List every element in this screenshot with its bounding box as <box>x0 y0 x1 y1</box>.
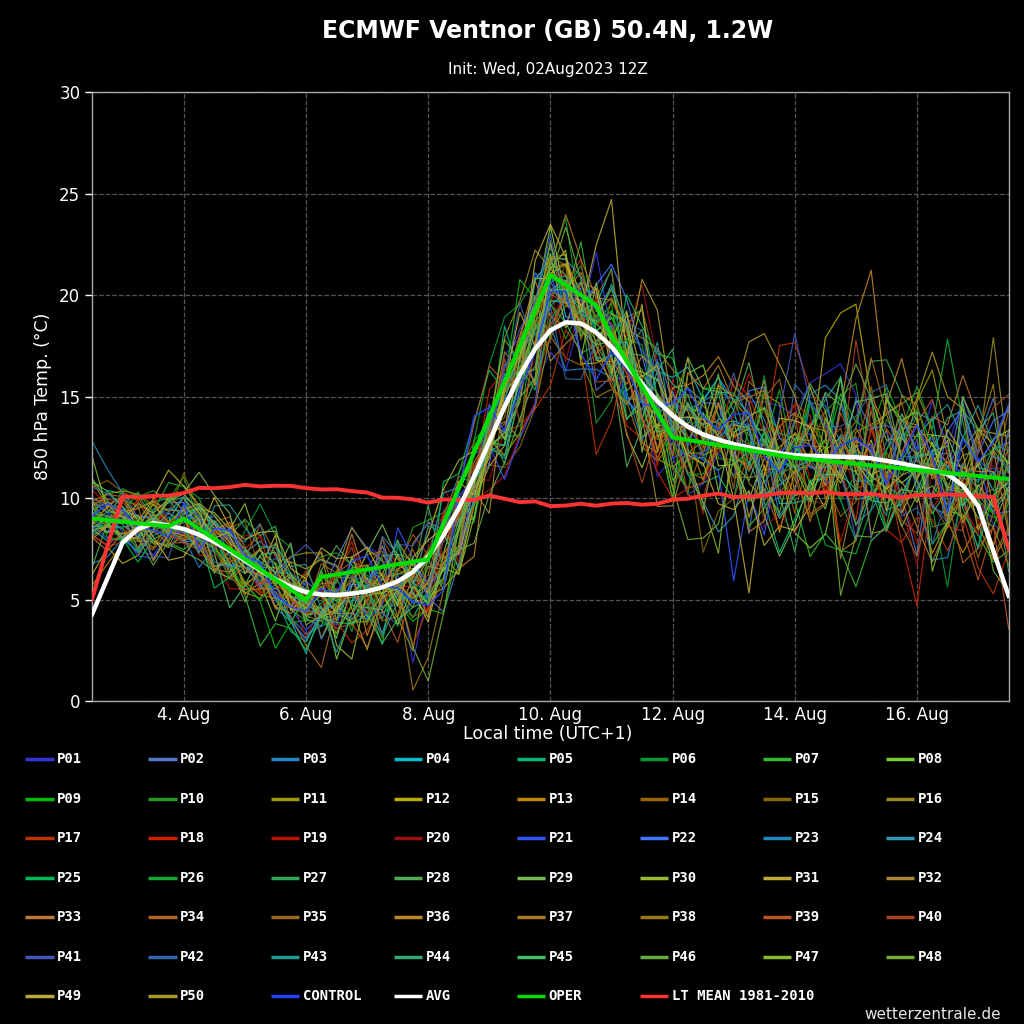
Text: AVG: AVG <box>426 989 452 1004</box>
Text: P40: P40 <box>918 910 943 924</box>
Text: P09: P09 <box>57 792 83 806</box>
Text: P19: P19 <box>303 831 329 845</box>
Text: CONTROL: CONTROL <box>303 989 361 1004</box>
Text: P36: P36 <box>426 910 452 924</box>
Text: P46: P46 <box>672 949 697 964</box>
Text: P03: P03 <box>303 752 329 766</box>
Text: P06: P06 <box>672 752 697 766</box>
Text: P42: P42 <box>180 949 206 964</box>
Text: ECMWF Ventnor (GB) 50.4N, 1.2W: ECMWF Ventnor (GB) 50.4N, 1.2W <box>323 18 773 43</box>
Text: P37: P37 <box>549 910 574 924</box>
Text: P50: P50 <box>180 989 206 1004</box>
Text: P05: P05 <box>549 752 574 766</box>
Text: P32: P32 <box>918 870 943 885</box>
Text: P25: P25 <box>57 870 83 885</box>
Text: P04: P04 <box>426 752 452 766</box>
Text: P13: P13 <box>549 792 574 806</box>
Text: P11: P11 <box>303 792 329 806</box>
Text: P38: P38 <box>672 910 697 924</box>
Text: P16: P16 <box>918 792 943 806</box>
Text: P26: P26 <box>180 870 206 885</box>
Text: LT MEAN 1981-2010: LT MEAN 1981-2010 <box>672 989 814 1004</box>
Text: Local time (UTC+1): Local time (UTC+1) <box>463 725 633 743</box>
Text: P39: P39 <box>795 910 820 924</box>
Text: P17: P17 <box>57 831 83 845</box>
Text: P10: P10 <box>180 792 206 806</box>
Text: P15: P15 <box>795 792 820 806</box>
Text: P47: P47 <box>795 949 820 964</box>
Text: P43: P43 <box>303 949 329 964</box>
Text: P28: P28 <box>426 870 452 885</box>
Text: P29: P29 <box>549 870 574 885</box>
Text: P31: P31 <box>795 870 820 885</box>
Text: P35: P35 <box>303 910 329 924</box>
Y-axis label: 850 hPa Temp. (°C): 850 hPa Temp. (°C) <box>34 313 52 480</box>
Text: Init: Wed, 02Aug2023 12Z: Init: Wed, 02Aug2023 12Z <box>447 61 648 77</box>
Text: P18: P18 <box>180 831 206 845</box>
Text: P34: P34 <box>180 910 206 924</box>
Text: P44: P44 <box>426 949 452 964</box>
Text: P49: P49 <box>57 989 83 1004</box>
Text: P22: P22 <box>672 831 697 845</box>
Text: P08: P08 <box>918 752 943 766</box>
Text: OPER: OPER <box>549 989 583 1004</box>
Text: P21: P21 <box>549 831 574 845</box>
Text: P01: P01 <box>57 752 83 766</box>
Text: P12: P12 <box>426 792 452 806</box>
Text: P20: P20 <box>426 831 452 845</box>
Text: P41: P41 <box>57 949 83 964</box>
Text: P14: P14 <box>672 792 697 806</box>
Text: P33: P33 <box>57 910 83 924</box>
Text: P24: P24 <box>918 831 943 845</box>
Text: P48: P48 <box>918 949 943 964</box>
Text: P45: P45 <box>549 949 574 964</box>
Text: P07: P07 <box>795 752 820 766</box>
Text: P02: P02 <box>180 752 206 766</box>
Text: wetterzentrale.de: wetterzentrale.de <box>865 1007 1001 1022</box>
Text: P27: P27 <box>303 870 329 885</box>
Text: P30: P30 <box>672 870 697 885</box>
Text: P23: P23 <box>795 831 820 845</box>
